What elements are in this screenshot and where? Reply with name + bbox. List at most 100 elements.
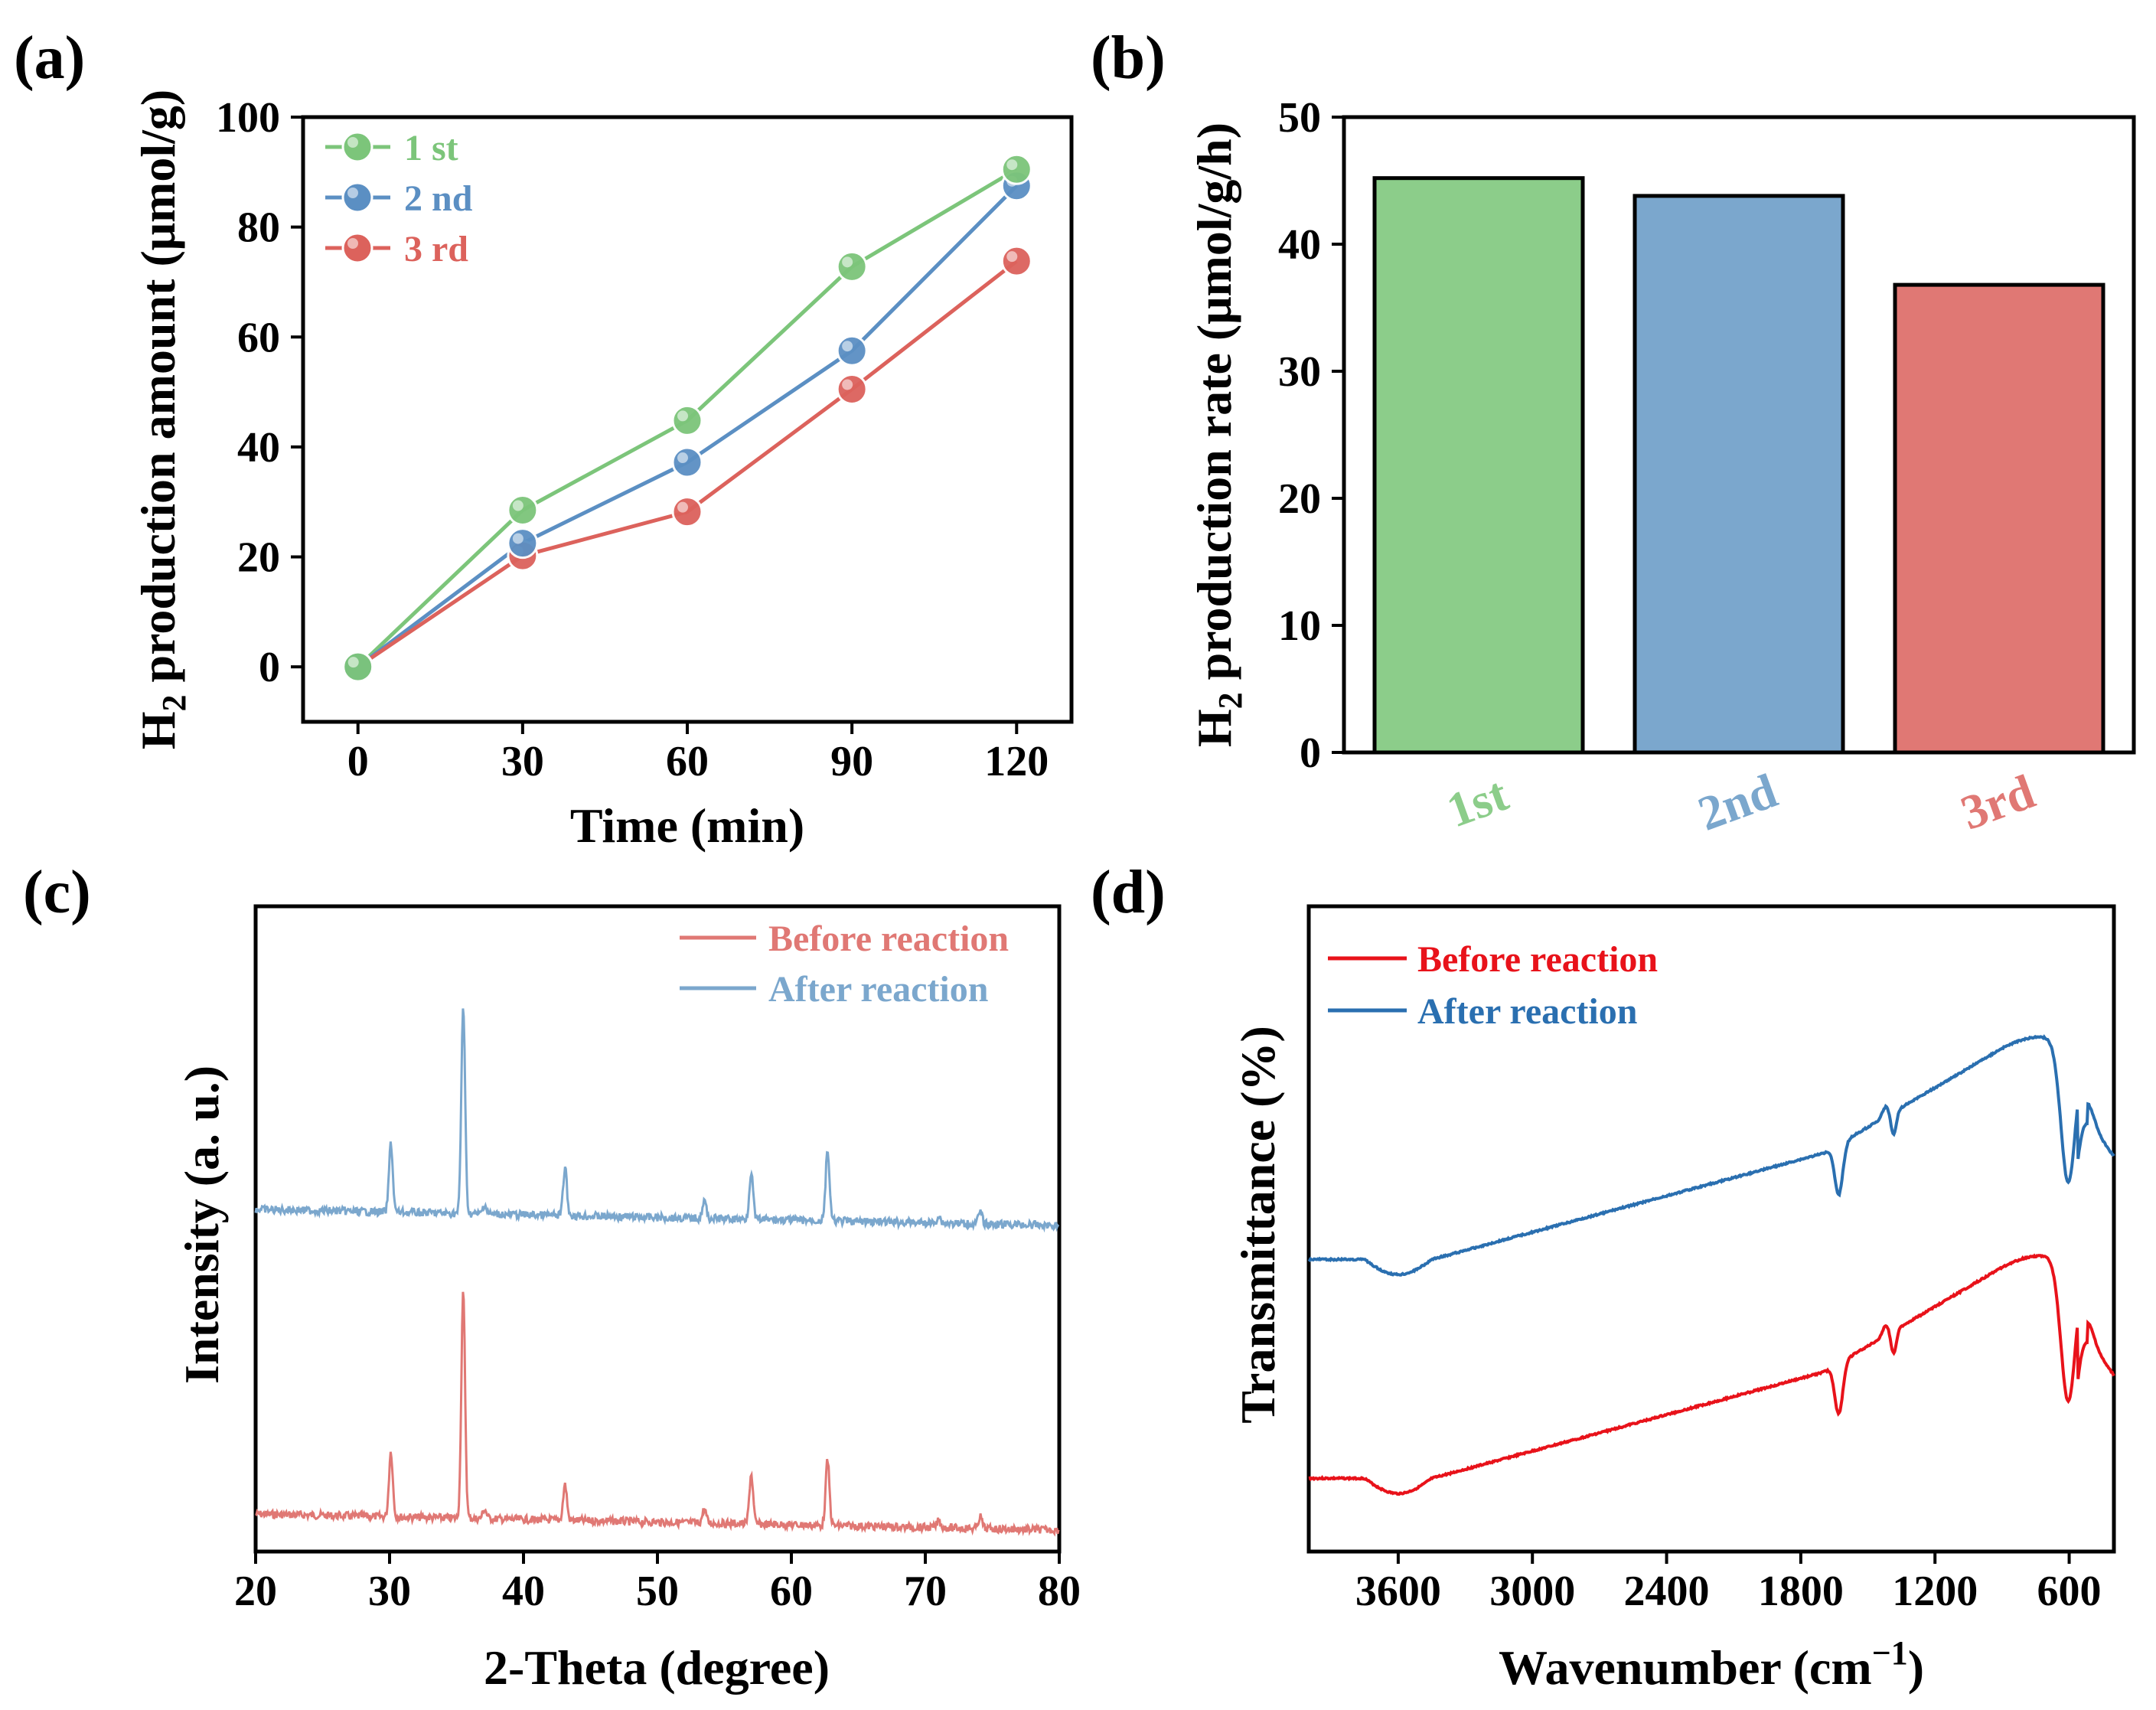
panel-a-ytick-label: 60 bbox=[237, 314, 280, 361]
panel-c-xtick-label: 30 bbox=[368, 1568, 411, 1615]
panel-d-xtick-label: 1800 bbox=[1758, 1568, 1844, 1615]
panel-c-xtick-label: 70 bbox=[904, 1568, 947, 1615]
panel-d-xtick-label: 1200 bbox=[1892, 1568, 1978, 1615]
panel-d-ticks: 3600 3000 2400 1800 1200 600 bbox=[1355, 1552, 2102, 1615]
panel-d-legend: Before reaction After reaction bbox=[1328, 939, 1658, 1032]
panel-d-series bbox=[1307, 1034, 2115, 1496]
panel-c-xtick-label: 50 bbox=[636, 1568, 679, 1615]
panel-a-legend-marker-highlight bbox=[347, 238, 358, 249]
panel-d-xtick-label: 600 bbox=[2037, 1568, 2102, 1615]
panel-c-xtick-label: 60 bbox=[770, 1568, 813, 1615]
panel-a-legend-marker bbox=[341, 181, 373, 214]
panel-b-bar bbox=[1632, 194, 1845, 755]
panel-b-ytick-label: 40 bbox=[1278, 221, 1321, 269]
panel-d-series-line bbox=[1308, 1253, 2115, 1496]
panel-c-legend: Before reaction After reaction bbox=[680, 919, 1009, 1010]
panel-a-ytick-label: 40 bbox=[237, 424, 280, 472]
panel-b-ytick-label: 20 bbox=[1278, 475, 1321, 523]
panel-a-legend-marker bbox=[341, 131, 373, 163]
panel-a-data-point bbox=[836, 250, 868, 282]
panel-a-xtick-label: 0 bbox=[347, 738, 369, 785]
panel-b-ytick-label: 50 bbox=[1278, 94, 1321, 142]
panel-d-series-line bbox=[1307, 1034, 2115, 1277]
panel-d-letter: (d) bbox=[1091, 859, 1166, 926]
panel-c-ticks: 20 30 40 50 60 70 80 bbox=[234, 1552, 1081, 1615]
panel-d-frame bbox=[1306, 904, 2116, 1554]
panel-a-xtick-label: 60 bbox=[666, 738, 709, 785]
panel-a-legend-marker bbox=[341, 232, 373, 264]
panel-a-legend: 1 st 2 nd 3 rd bbox=[325, 128, 473, 269]
panel-a-ylabel: H2 production amount (μmol/g) bbox=[131, 90, 193, 750]
panel-a-data-point bbox=[671, 404, 703, 436]
panel-a-data-point-highlight bbox=[677, 410, 688, 422]
panel-d-xtick-label: 2400 bbox=[1624, 1568, 1710, 1615]
panel-a-data-point-highlight bbox=[1006, 159, 1018, 171]
panel-a-data-point bbox=[671, 496, 703, 528]
panel-a-ytick-label: 80 bbox=[237, 204, 280, 252]
panel-a-data-point bbox=[836, 334, 868, 367]
panel-a-legend-label: 2 nd bbox=[404, 178, 473, 219]
panel-b: (b) 0 10 20 30 40 50 1st 2nd 3rd H2 production … bbox=[1091, 24, 2136, 841]
panel-a-xtick-label: 120 bbox=[984, 738, 1049, 785]
panel-a-xtick-label: 30 bbox=[501, 738, 544, 785]
panel-c-series-line bbox=[255, 1291, 1060, 1537]
panel-a-ytick-label: 100 bbox=[216, 94, 280, 142]
panel-c-xlabel: 2-Theta (degree) bbox=[484, 1640, 830, 1695]
panel-c-xtick-label: 80 bbox=[1038, 1568, 1081, 1615]
panel-b-bars bbox=[1372, 176, 2105, 755]
panel-a-xtick-label: 90 bbox=[830, 738, 873, 785]
panel-c-legend-label: Before reaction bbox=[768, 919, 1009, 959]
panel-a-data-point bbox=[1000, 245, 1032, 277]
panel-d-xtick-label: 3600 bbox=[1355, 1568, 1441, 1615]
panel-b-bar bbox=[1893, 282, 2105, 755]
panel-a-data-point bbox=[671, 446, 703, 478]
panel-b-category-label: 3rd bbox=[1954, 764, 2041, 840]
panel-c-series bbox=[254, 1008, 1060, 1537]
panel-b-letter: (b) bbox=[1091, 24, 1166, 92]
panel-b-ylabel-rest: production rate (μmol/g/h) bbox=[1187, 122, 1241, 692]
panel-b-ylabel: H2 production rate (μmol/g/h) bbox=[1187, 122, 1249, 747]
panel-b-ytick-label: 10 bbox=[1278, 602, 1321, 650]
panel-a-data-point-highlight bbox=[677, 501, 688, 513]
panel-c: (c) 20 30 40 50 60 70 80 Before reaction After … bbox=[23, 859, 1081, 1695]
panel-a-data-point bbox=[836, 374, 868, 405]
panel-a-ytick-label: 0 bbox=[259, 644, 280, 691]
panel-c-series-line bbox=[254, 1008, 1060, 1233]
panel-a-legend-label: 1 st bbox=[404, 128, 458, 168]
panel-a-letter: (a) bbox=[14, 24, 85, 92]
panel-a-data-point-highlight bbox=[842, 341, 853, 352]
panel-b-bar bbox=[1372, 176, 1585, 755]
panel-b-category-label: 2nd bbox=[1691, 763, 1783, 841]
panel-b-ylabel-main: H bbox=[1187, 709, 1241, 747]
panel-a-ylabel-main: H bbox=[131, 711, 185, 749]
panel-c-letter: (c) bbox=[23, 859, 91, 926]
panel-c-ylabel: Intensity (a. u.) bbox=[175, 1065, 229, 1384]
panel-a-series bbox=[342, 153, 1032, 683]
panel-d-xlabel-close: ) bbox=[1908, 1640, 1924, 1695]
panel-d-xlabel-sup: −1 bbox=[1872, 1634, 1908, 1672]
panel-b-category-labels: 1st 2nd 3rd bbox=[1440, 763, 2041, 841]
panel-a-data-point-highlight bbox=[677, 452, 688, 464]
panel-a-data-point-highlight bbox=[347, 657, 359, 668]
panel-a-ytick-label: 20 bbox=[237, 534, 280, 582]
panel-a-legend-marker-highlight bbox=[347, 137, 358, 148]
panel-c-legend-label: After reaction bbox=[768, 969, 988, 1010]
panel-c-xtick-label: 20 bbox=[234, 1568, 277, 1615]
panel-d-xlabel-main: Wavenumber (cm bbox=[1499, 1640, 1872, 1695]
panel-a-data-point-highlight bbox=[842, 379, 853, 390]
panel-a-ticks: 0 30 60 90 120 0 20 40 60 80 100 bbox=[216, 94, 1049, 785]
panel-a-legend-marker-highlight bbox=[347, 188, 358, 198]
panel-a-xlabel: Time (min) bbox=[570, 798, 804, 853]
panel-a-ylabel-sub: 2 bbox=[155, 694, 193, 711]
panel-b-ytick-label: 0 bbox=[1300, 729, 1321, 777]
panel-a-data-point bbox=[342, 651, 374, 683]
panel-a-legend-label: 3 rd bbox=[404, 229, 468, 269]
panel-a-data-point-highlight bbox=[512, 500, 524, 511]
panel-d: (d) 3600 3000 2400 1800 1200 600 Before react… bbox=[1091, 859, 2116, 1695]
panel-d-xlabel: Wavenumber (cm−1) bbox=[1499, 1634, 1924, 1695]
panel-a-data-point bbox=[507, 527, 539, 560]
panel-b-category-label: 1st bbox=[1440, 766, 1515, 838]
panel-d-xtick-label: 3000 bbox=[1489, 1568, 1575, 1615]
